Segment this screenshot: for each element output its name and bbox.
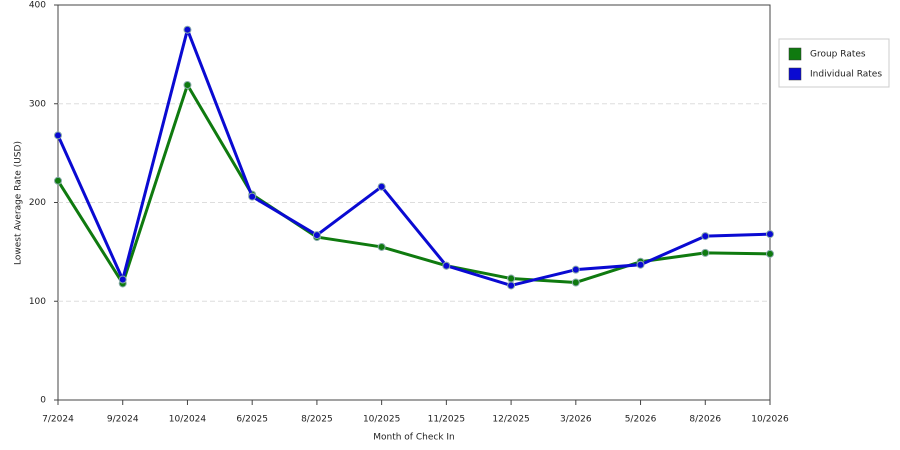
legend-swatch (788, 67, 802, 81)
legend-swatch (788, 47, 802, 61)
point (118, 275, 127, 284)
point (507, 281, 516, 290)
series-line (56, 28, 771, 287)
y-tick-label: 200 (29, 198, 46, 208)
x-tick-label: 8/2025 (301, 415, 333, 425)
y-axis-label: Lowest Average Rate (USD) (14, 141, 24, 265)
point (312, 231, 321, 240)
x-tick-label: 5/2026 (625, 415, 657, 425)
x-tick-label: 7/2024 (42, 415, 74, 425)
y-tick-label: 300 (29, 99, 46, 109)
x-tick-label: 6/2025 (236, 415, 268, 425)
y-tick-label: 0 (40, 396, 46, 406)
point (766, 230, 774, 239)
point (701, 232, 710, 241)
x-tick-label: 11/2025 (428, 415, 465, 425)
point (248, 192, 257, 201)
x-tick-label: 10/2024 (169, 415, 207, 425)
x-tick-label: 10/2025 (363, 415, 400, 425)
point (54, 131, 62, 140)
x-axis-label: Month of Check In (373, 433, 455, 443)
point (701, 248, 710, 257)
x-tick-label: 8/2026 (689, 415, 721, 425)
point (183, 25, 192, 34)
point (766, 249, 774, 258)
point (377, 242, 386, 251)
x-tick-label: 12/2025 (492, 415, 529, 425)
point (377, 182, 386, 191)
point (507, 274, 516, 283)
point (183, 80, 192, 89)
legend-label: Individual Rates (810, 70, 882, 80)
point (636, 260, 645, 269)
x-tick-label: 10/2026 (751, 415, 789, 425)
point (571, 278, 580, 287)
point (442, 261, 451, 270)
point (54, 176, 62, 185)
point (571, 265, 580, 274)
y-tick-label: 100 (29, 297, 46, 307)
x-tick-label: 9/2024 (107, 415, 139, 425)
y-tick-label: 400 (29, 1, 46, 11)
x-tick-label: 3/2026 (560, 415, 592, 425)
legend-label: Group Rates (810, 50, 866, 60)
